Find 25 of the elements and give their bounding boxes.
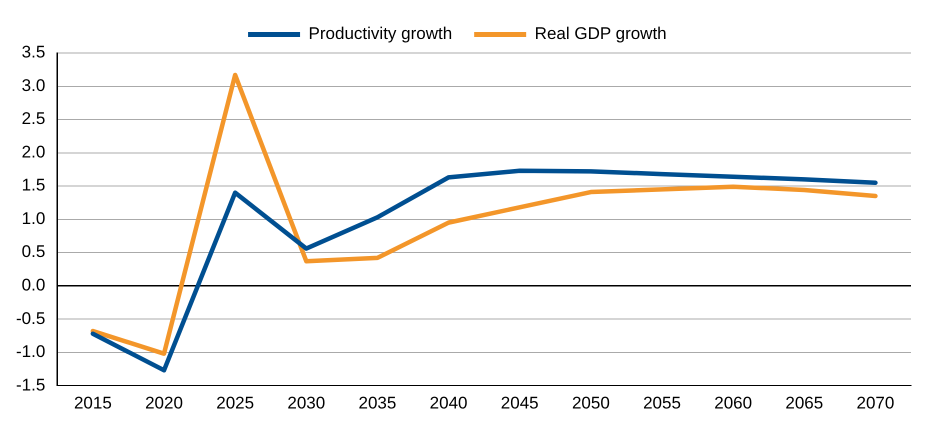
y-tick-label: -1.5	[16, 375, 46, 394]
y-tick-label: 1.0	[22, 208, 46, 228]
y-tick-label: 2.0	[22, 142, 46, 162]
x-tick-label: 2055	[643, 393, 681, 412]
legend-label: Real GDP growth	[534, 24, 667, 44]
x-tick-label: 2040	[430, 393, 468, 412]
legend-label: Productivity growth	[308, 24, 452, 44]
x-tick-label: 2070	[856, 393, 894, 412]
y-tick-label: 2.5	[22, 109, 46, 128]
x-tick-label: 2065	[785, 393, 824, 412]
y-tick-label: 1.5	[22, 176, 46, 195]
x-tick-label: 2015	[74, 393, 112, 412]
y-tick-label: 3.5	[22, 42, 46, 62]
y-tick-label: 0.0	[22, 276, 46, 295]
x-tick-label: 2050	[572, 393, 610, 412]
x-tick-label: 2035	[358, 393, 396, 412]
y-tick-label: 3.0	[22, 76, 46, 95]
x-tick-label: 2045	[500, 393, 539, 412]
x-tick-label: 2030	[287, 393, 326, 412]
x-tick-label: 2060	[714, 393, 752, 412]
y-tick-label: -0.5	[16, 308, 46, 328]
x-tick-label: 2020	[145, 393, 183, 412]
y-tick-label: 0.5	[22, 242, 46, 262]
y-tick-label: -1.0	[16, 342, 46, 362]
x-tick-label: 2025	[216, 393, 254, 412]
